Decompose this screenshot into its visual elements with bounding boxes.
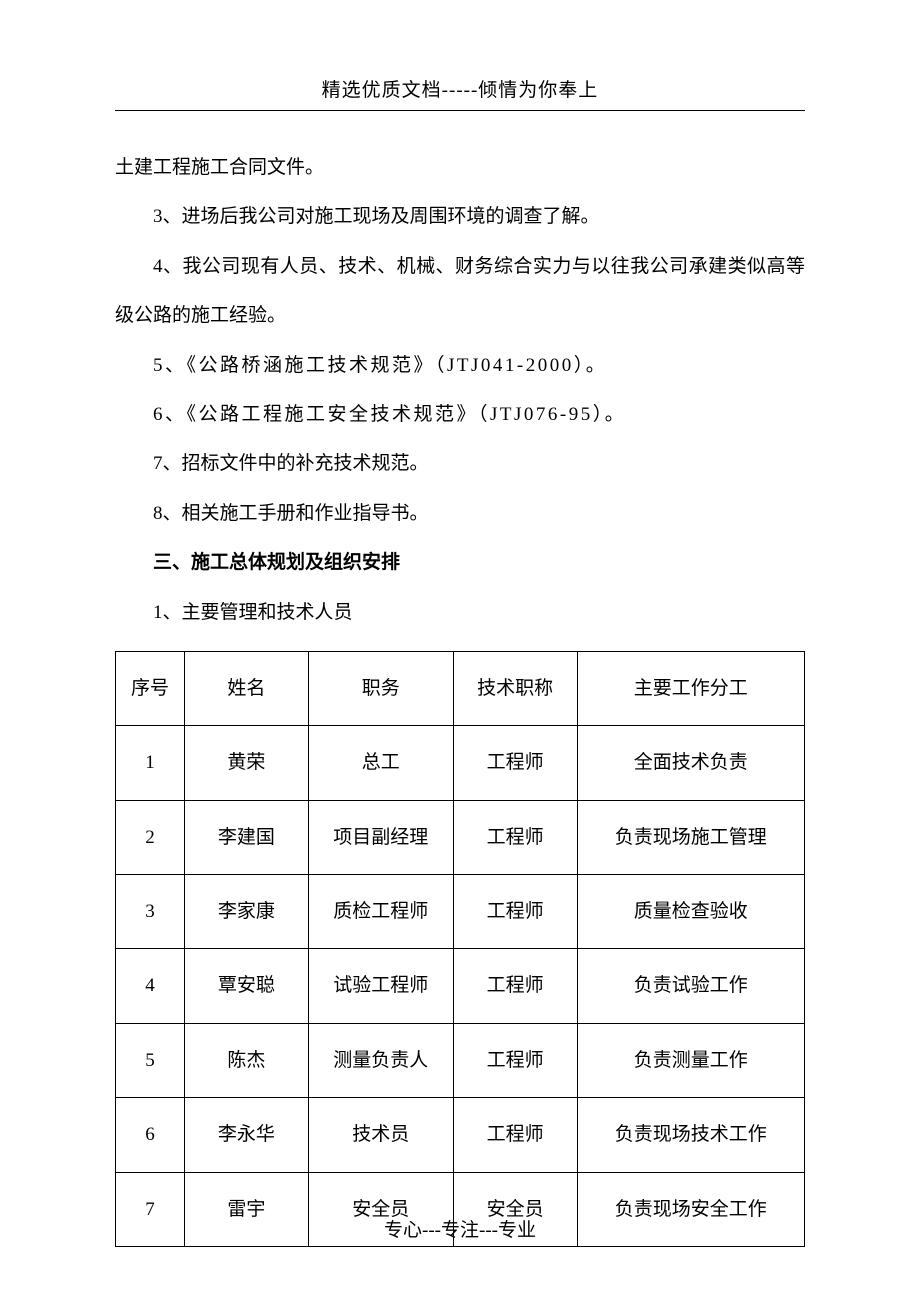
table-row: 2 李建国 项目副经理 工程师 负责现场施工管理 [116,800,805,874]
personnel-table: 序号 姓名 职务 技术职称 主要工作分工 1 黄荣 总工 工程师 全面技术负责 … [115,651,805,1247]
table-cell: 5 [116,1023,185,1097]
table-cell: 1 [116,726,185,800]
table-header-cell: 职务 [308,651,453,725]
table-cell: 工程师 [453,949,577,1023]
table-cell: 黄荣 [184,726,308,800]
table-cell: 2 [116,800,185,874]
table-cell: 测量负责人 [308,1023,453,1097]
table-cell: 试验工程师 [308,949,453,1023]
table-cell: 6 [116,1098,185,1172]
paragraph-3: 4、我公司现有人员、技术、机械、财务综合实力与以往我公司承建类似高等级公路的施工… [115,242,805,341]
content-area: 土建工程施工合同文件。 3、进场后我公司对施工现场及周围环境的调查了解。 4、我… [115,143,805,1247]
table-cell: 负责测量工作 [577,1023,804,1097]
table-row: 6 李永华 技术员 工程师 负责现场技术工作 [116,1098,805,1172]
page-container: 精选优质文档-----倾情为你奉上 土建工程施工合同文件。 3、进场后我公司对施… [0,0,920,1302]
table-row: 5 陈杰 测量负责人 工程师 负责测量工作 [116,1023,805,1097]
table-cell: 工程师 [453,875,577,949]
table-cell: 质检工程师 [308,875,453,949]
table-cell: 技术员 [308,1098,453,1172]
table-header-cell: 姓名 [184,651,308,725]
paragraph-9: 1、主要管理和技术人员 [115,588,805,637]
table-header-cell: 主要工作分工 [577,651,804,725]
table-cell: 工程师 [453,1023,577,1097]
page-footer: 专心---专注---专业 [0,1215,920,1242]
table-row: 4 覃安聪 试验工程师 工程师 负责试验工作 [116,949,805,1023]
page-header: 精选优质文档-----倾情为你奉上 [115,75,805,102]
table-row: 3 李家康 质检工程师 工程师 质量检查验收 [116,875,805,949]
section-heading: 三、施工总体规划及组织安排 [115,538,805,587]
table-cell: 覃安聪 [184,949,308,1023]
table-header-cell: 技术职称 [453,651,577,725]
table-cell: 总工 [308,726,453,800]
table-cell: 项目副经理 [308,800,453,874]
table-cell: 负责现场技术工作 [577,1098,804,1172]
table-header-row: 序号 姓名 职务 技术职称 主要工作分工 [116,651,805,725]
paragraph-5: 6、《公路工程施工安全技术规范》（JTJ076-95）。 [115,390,805,439]
table-cell: 4 [116,949,185,1023]
paragraph-4: 5、《公路桥涵施工技术规范》（JTJ041-2000）。 [115,341,805,390]
table-cell: 质量检查验收 [577,875,804,949]
table-cell: 李家康 [184,875,308,949]
paragraph-7: 8、相关施工手册和作业指导书。 [115,489,805,538]
table-cell: 全面技术负责 [577,726,804,800]
table-header-cell: 序号 [116,651,185,725]
table-cell: 李永华 [184,1098,308,1172]
table-cell: 工程师 [453,800,577,874]
table-cell: 李建国 [184,800,308,874]
header-divider [115,110,805,111]
table-cell: 负责现场施工管理 [577,800,804,874]
table-cell: 3 [116,875,185,949]
table-cell: 工程师 [453,726,577,800]
table-cell: 工程师 [453,1098,577,1172]
table-cell: 陈杰 [184,1023,308,1097]
table-row: 1 黄荣 总工 工程师 全面技术负责 [116,726,805,800]
paragraph-6: 7、招标文件中的补充技术规范。 [115,439,805,488]
paragraph-2: 3、进场后我公司对施工现场及周围环境的调查了解。 [115,192,805,241]
table-cell: 负责试验工作 [577,949,804,1023]
paragraph-1: 土建工程施工合同文件。 [115,143,805,192]
